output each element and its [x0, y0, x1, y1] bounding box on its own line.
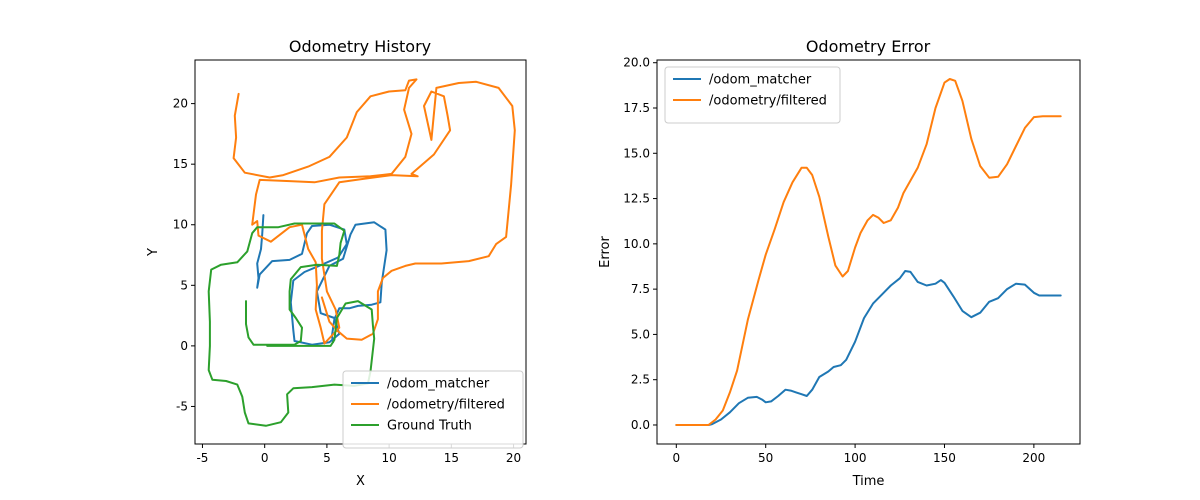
y-tick-label: 15	[173, 157, 188, 171]
y-tick-label: 12.5	[623, 192, 650, 206]
y-tick-label: 17.5	[623, 101, 650, 115]
y-tick-label: 20.0	[623, 56, 650, 70]
y-tick-label: 5	[180, 278, 188, 292]
x-tick-label: 5	[323, 451, 331, 465]
y-tick-label: 0	[180, 339, 188, 353]
y-axis-label: Error	[598, 236, 613, 268]
y-tick-label: 0.0	[631, 418, 650, 432]
series-layer	[207, 78, 516, 427]
x-tick-label: 20	[506, 451, 521, 465]
y-tick-label: 7.5	[631, 282, 650, 296]
chart-title: Odometry Error	[806, 37, 931, 56]
odometry-error-panel: Odometry Error 0 50 100 150 200 0.0 2.5 5.0 7.5 1…	[598, 37, 1081, 489]
x-axis-label: Time	[852, 474, 885, 489]
axes-frame	[656, 59, 1081, 445]
series-line-odom-matcher	[256, 214, 388, 346]
legend-label: /odometry/filtered	[709, 94, 827, 109]
y-tick-label: 10	[173, 218, 188, 232]
legend-label: /odom_matcher	[709, 73, 812, 88]
tick-layer: 0 50 100 150 200 0.0 2.5 5.0 7.5 10.0 12.5 15.0 17.5…	[623, 56, 1045, 465]
y-axis-label: Y	[146, 248, 161, 257]
series-layer	[675, 78, 1062, 426]
x-tick-label: 15	[444, 451, 459, 465]
series-line-odometry-filtered	[675, 78, 1062, 426]
chart-title: Odometry History	[289, 37, 431, 56]
y-tick-label: 2.5	[631, 373, 650, 387]
legend: /odom_matcher/odometry/filtered Ground Tr…	[342, 370, 524, 449]
series-line-odometry-filtered	[232, 78, 516, 345]
tick-layer: -5 0 5 10 15 20 -5 0 5 10 15 20	[173, 97, 521, 465]
legend-label: Ground Truth	[387, 419, 472, 434]
x-tick-label: 150	[933, 451, 956, 465]
legend-frame	[342, 370, 524, 449]
legend-label: /odometry/filtered	[387, 398, 505, 413]
x-tick-label: -5	[196, 451, 208, 465]
y-tick-label: 15.0	[623, 146, 650, 160]
x-tick-label: 100	[844, 451, 867, 465]
legend-label: /odom_matcher	[387, 377, 490, 392]
x-tick-label: 0	[672, 451, 680, 465]
y-tick-label: 20	[173, 97, 188, 111]
x-tick-label: 10	[381, 451, 396, 465]
legend: /odom_matcher/odometry/filtered	[664, 66, 841, 124]
x-tick-label: 200	[1022, 451, 1045, 465]
y-tick-label: -5	[176, 399, 188, 413]
x-tick-label: 50	[758, 451, 773, 465]
legend-frame	[664, 66, 841, 124]
series-line-odom-matcher	[675, 270, 1062, 426]
x-axis-label: X	[356, 474, 365, 489]
x-tick-label: 0	[261, 451, 269, 465]
series-line-ground-truth	[207, 222, 376, 427]
y-tick-label: 10.0	[623, 237, 650, 251]
y-tick-label: 5.0	[631, 327, 650, 341]
